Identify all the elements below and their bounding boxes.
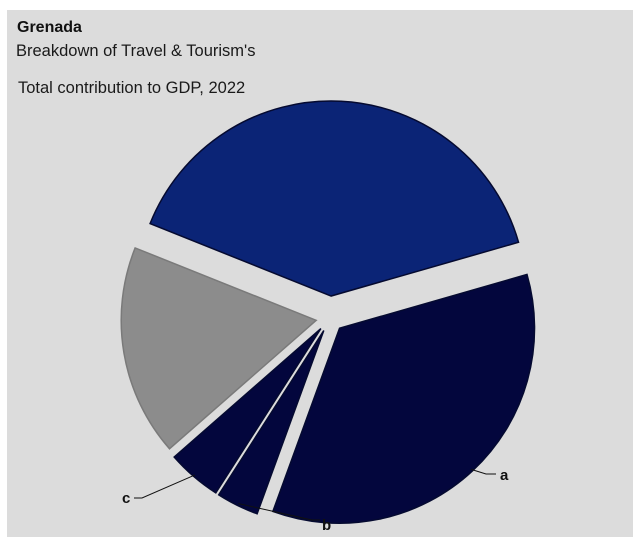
slice-labels: a b c bbox=[122, 467, 509, 534]
leader-line-a bbox=[471, 468, 496, 475]
label-leaders bbox=[134, 468, 496, 521]
pie-slice-4 bbox=[149, 100, 520, 297]
leader-line-c bbox=[134, 474, 196, 499]
chart-title: Grenada bbox=[17, 19, 82, 36]
chart-subtitle-line-2: Total contribution to GDP, 2022 bbox=[18, 79, 246, 97]
pie-slice-c bbox=[173, 328, 322, 494]
pie-slices bbox=[120, 100, 536, 524]
pie-slice-a bbox=[271, 273, 536, 524]
leader-line-b bbox=[238, 503, 320, 521]
pie-slice-3 bbox=[120, 246, 318, 450]
slice-label-a: a bbox=[500, 467, 509, 484]
slice-label-c: c bbox=[122, 490, 130, 507]
pie-slice-b bbox=[217, 330, 325, 515]
slice-label-b: b bbox=[322, 517, 331, 534]
chart-subtitle-line-1: Breakdown of Travel & Tourism's bbox=[16, 42, 256, 60]
